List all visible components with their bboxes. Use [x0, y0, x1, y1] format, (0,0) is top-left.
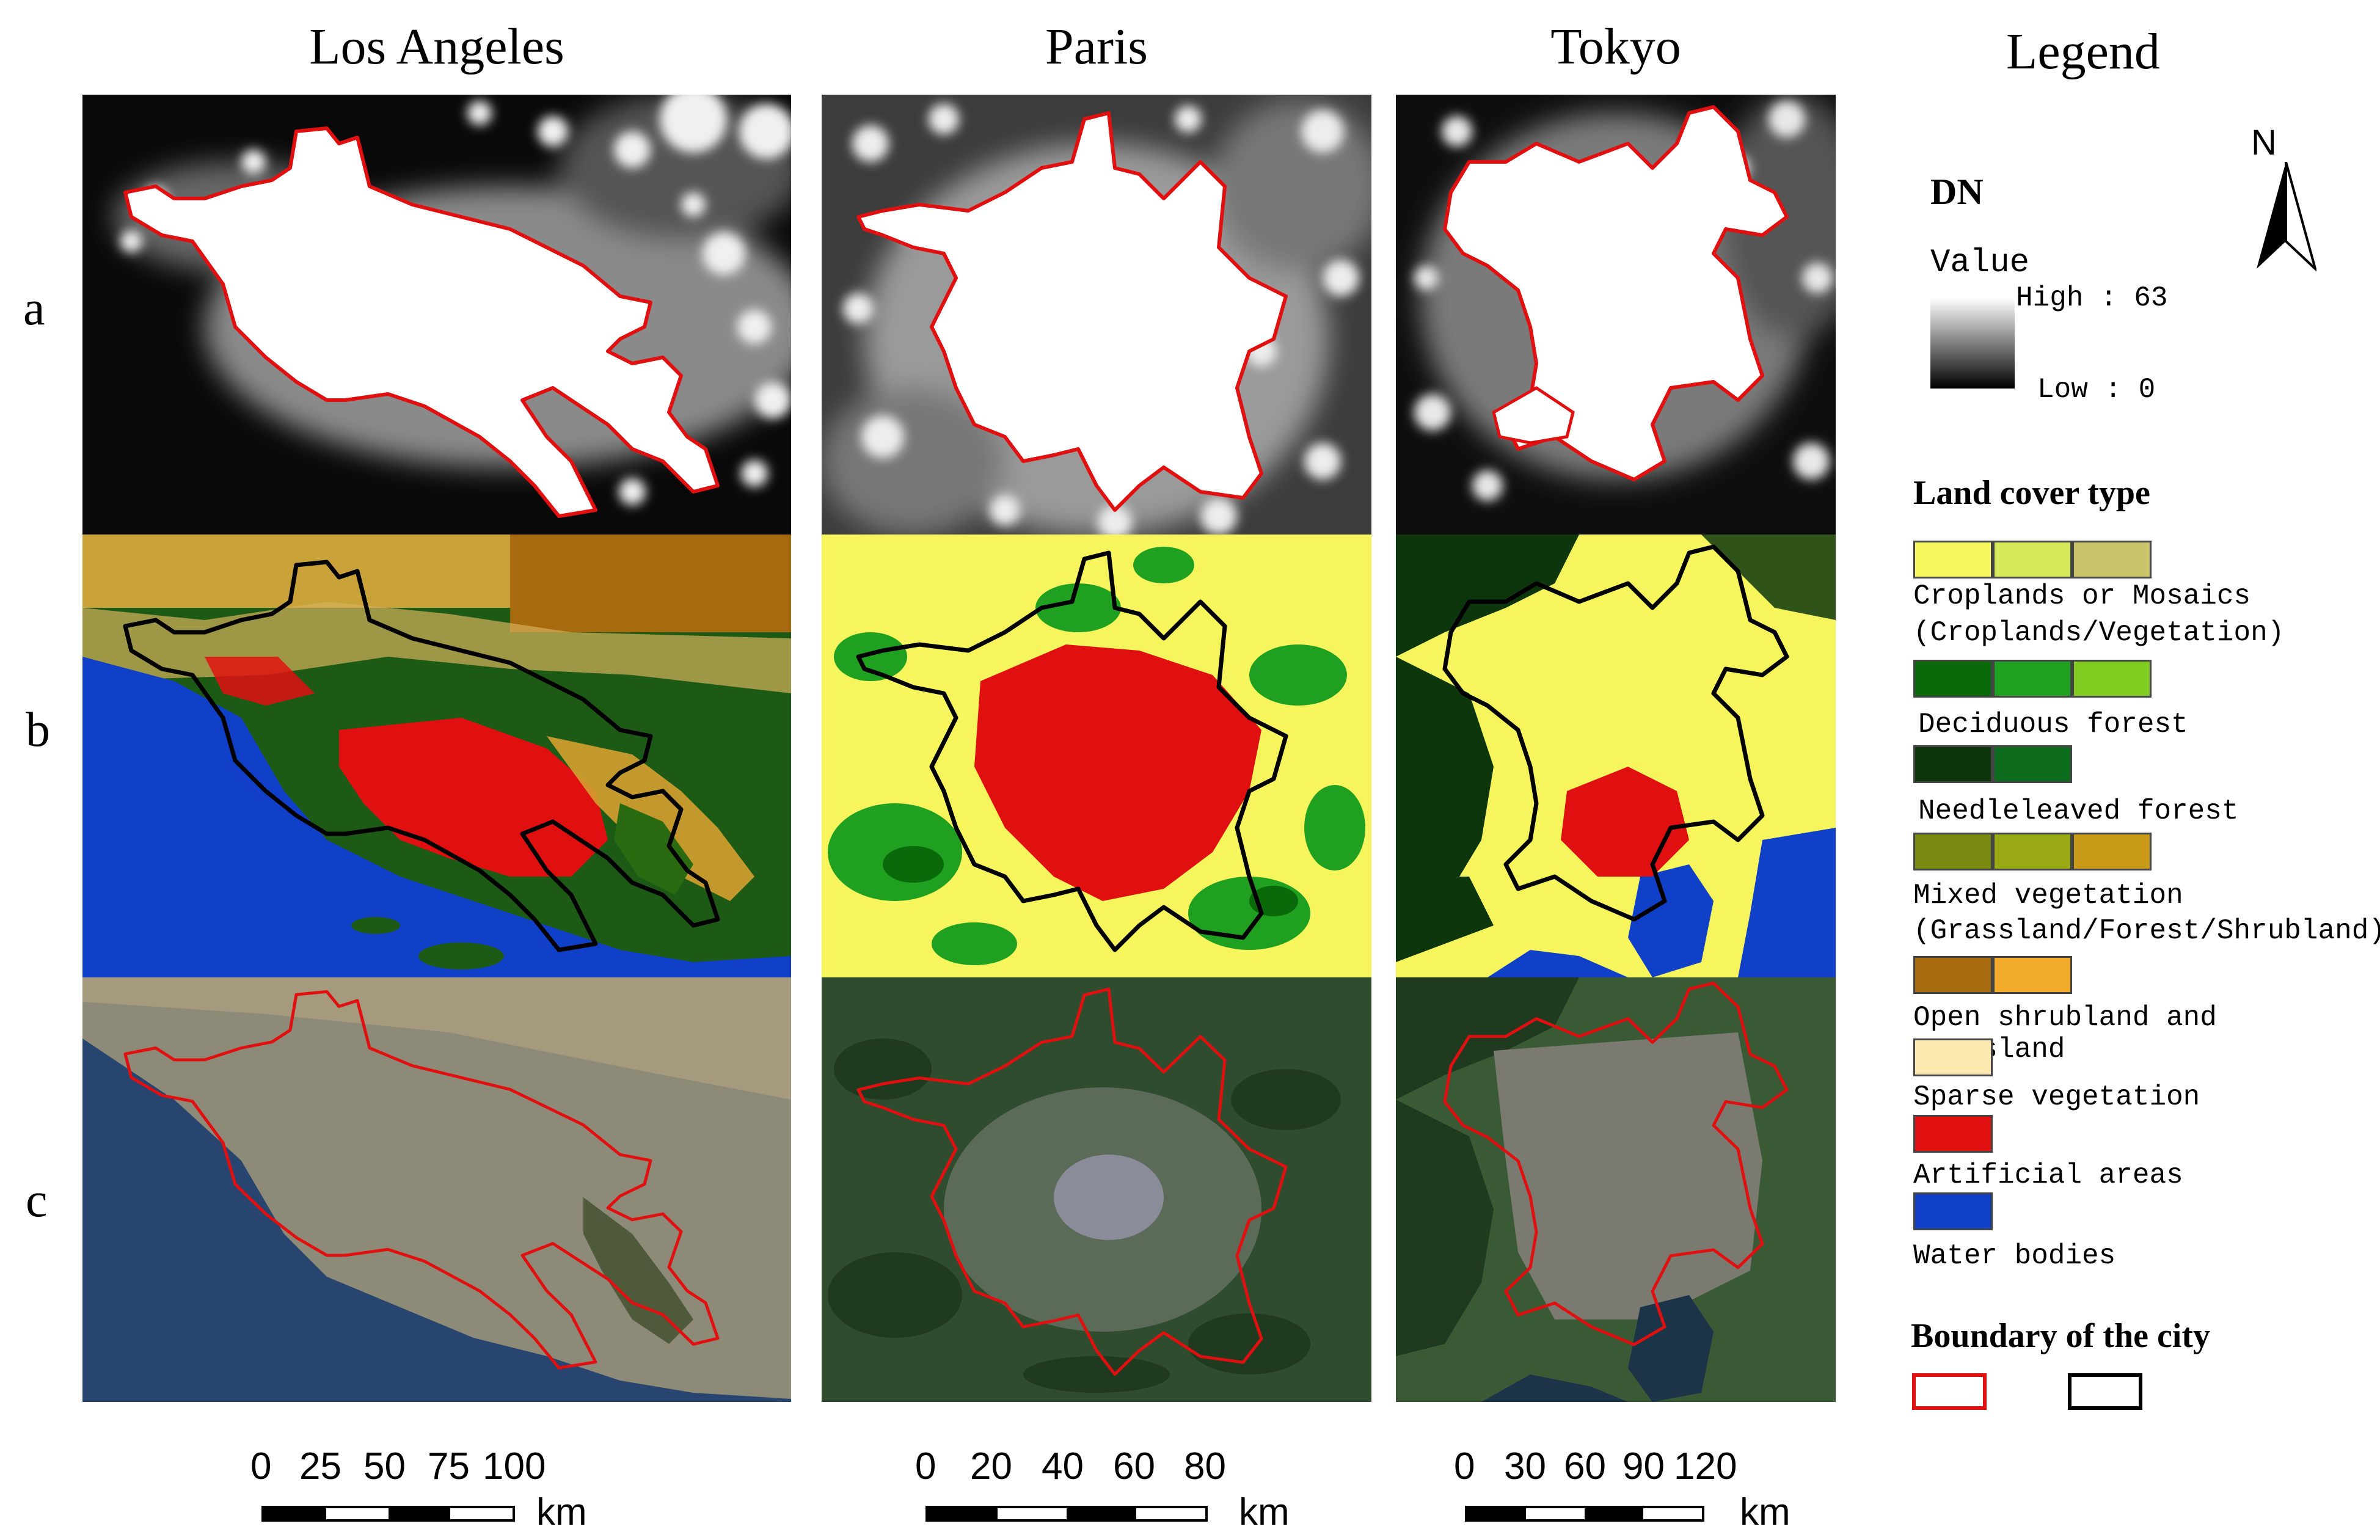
swatch	[2072, 541, 2152, 578]
scale-unit: km	[1239, 1491, 1290, 1533]
panel-night-lights-paris	[822, 95, 1371, 535]
landcover-title: Land cover type	[1913, 474, 2150, 512]
panel-land-cover-tokyo	[1396, 535, 1836, 977]
dn-gradient-ramp	[1930, 298, 2015, 389]
legend-label: Needleleaved forest	[1918, 795, 2239, 827]
dn-value-label: Value	[1930, 244, 2030, 282]
scale-tick: 60	[1113, 1445, 1155, 1487]
scale-tick: 30	[1504, 1445, 1546, 1487]
scale-tick: 0	[915, 1445, 936, 1487]
swatch	[1993, 541, 2072, 578]
scale-tick: 100	[483, 1445, 546, 1487]
scale-unit: km	[1740, 1491, 1790, 1533]
scale-bar-graphic	[261, 1506, 515, 1522]
swatch	[1913, 541, 1993, 578]
panel-night-lights-tokyo	[1396, 95, 1836, 535]
dn-title: DN	[1930, 172, 1984, 212]
scale-tick: 25	[299, 1445, 341, 1487]
swatch	[2072, 660, 2152, 698]
scale-tick: 120	[1674, 1445, 1737, 1487]
swatch	[1913, 660, 1993, 698]
city-title-tokyo: Tokyo	[1550, 18, 1681, 75]
scale-tick: 20	[970, 1445, 1012, 1487]
scale-bar-graphic	[1465, 1506, 1704, 1522]
legend-label: Croplands or Mosaics	[1913, 580, 2251, 612]
city-title-paris: Paris	[1045, 18, 1148, 75]
swatch	[1913, 956, 1993, 994]
boundary-swatch-red	[1912, 1373, 1987, 1410]
panel-satellite-los-angeles	[82, 977, 791, 1402]
scale-tick: 75	[428, 1445, 470, 1487]
legend-label-sub: (Grassland/Forest/Shrubland)	[1913, 915, 2380, 947]
scale-unit: km	[536, 1491, 587, 1533]
swatch	[1993, 745, 2072, 783]
scale-bar-graphic	[925, 1506, 1208, 1522]
swatch	[1993, 660, 2072, 698]
city-title-los-angeles: Los Angeles	[309, 18, 564, 75]
scale-tick: 90	[1623, 1445, 1665, 1487]
scale-tick: 50	[363, 1445, 406, 1487]
swatch	[1993, 956, 2072, 994]
boundary-swatch-black	[2068, 1373, 2142, 1410]
scale-tick: 80	[1184, 1445, 1226, 1487]
legend-title: Legend	[2006, 23, 2160, 80]
scale-tick: 60	[1564, 1445, 1606, 1487]
row-label-c: c	[26, 1173, 48, 1227]
north-label: N	[2251, 123, 2277, 162]
scale-tick: 40	[1042, 1445, 1084, 1487]
swatch	[1993, 833, 2072, 870]
swatch	[1913, 745, 1993, 783]
swatch	[2072, 833, 2152, 870]
panel-night-lights-los-angeles	[82, 95, 791, 535]
scale-tick: 0	[1454, 1445, 1475, 1487]
legend-label: Sparse vegetation	[1913, 1081, 2200, 1113]
dn-high-label: High : 63	[2016, 282, 2168, 314]
dn-low-label: Low : 0	[2037, 374, 2156, 406]
row-label-a: a	[23, 282, 45, 335]
panel-land-cover-paris	[822, 535, 1371, 977]
legend-label: Water bodies	[1913, 1240, 2116, 1272]
legend-label: Artificial areas	[1913, 1159, 2183, 1191]
swatch	[1913, 1038, 1993, 1076]
legend-label: Deciduous forest	[1918, 709, 2188, 740]
panel-land-cover-los-angeles	[82, 535, 791, 977]
north-arrow-icon	[2257, 162, 2316, 272]
row-label-b: b	[26, 703, 50, 757]
legend-label: Mixed vegetation	[1913, 880, 2183, 911]
boundary-title: Boundary of the city	[1911, 1317, 2210, 1355]
swatch	[1913, 833, 1993, 870]
swatch	[1913, 1115, 1993, 1153]
legend-label-sub: (Croplands/Vegetation)	[1913, 617, 2285, 649]
swatch	[1913, 1192, 1993, 1230]
panel-satellite-tokyo	[1396, 977, 1836, 1402]
panel-satellite-paris	[822, 977, 1371, 1402]
scale-tick: 0	[250, 1445, 272, 1487]
